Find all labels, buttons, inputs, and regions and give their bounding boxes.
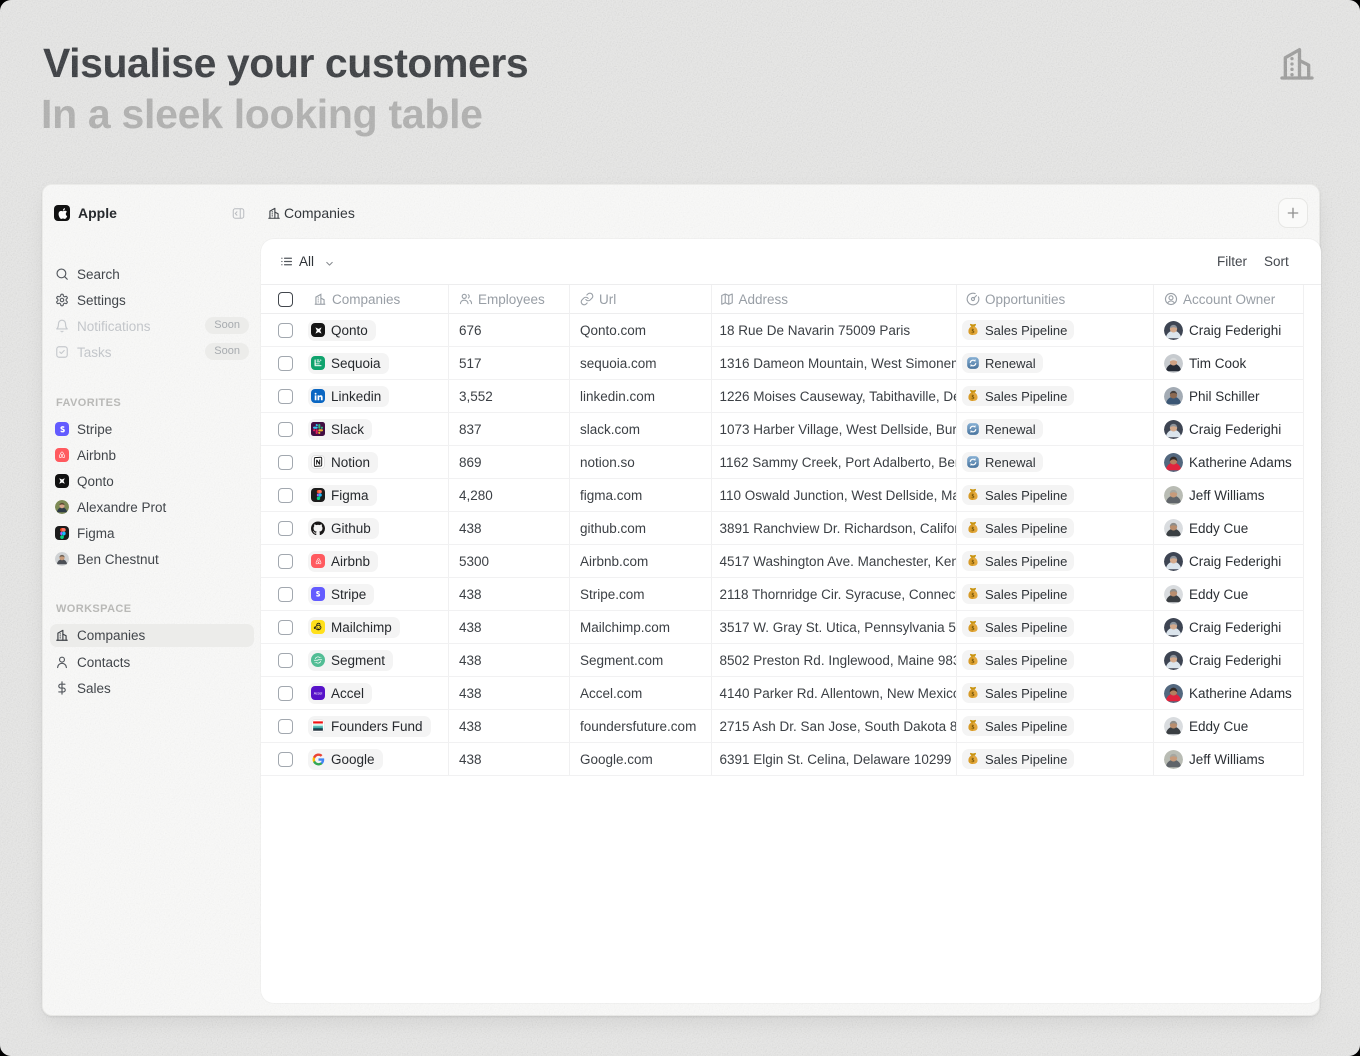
svg-text:Accel: Accel [314, 691, 323, 695]
svg-text:$: $ [972, 328, 975, 335]
svg-text:$: $ [972, 757, 975, 764]
svg-text:$: $ [972, 592, 975, 599]
svg-text:$: $ [972, 625, 975, 632]
svg-text:$: $ [972, 493, 975, 500]
svg-text:$: $ [972, 658, 975, 665]
svg-text:$: $ [972, 691, 975, 698]
svg-text:$: $ [972, 526, 975, 533]
svg-text:$: $ [972, 559, 975, 566]
svg-text:$: $ [972, 394, 975, 401]
svg-text:$: $ [972, 724, 975, 731]
